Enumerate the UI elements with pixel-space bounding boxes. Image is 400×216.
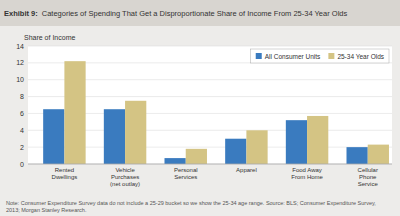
bar [368, 145, 389, 164]
bar [165, 158, 186, 164]
bar [347, 147, 368, 164]
legend-swatch [328, 53, 334, 59]
legend-frame [251, 49, 389, 63]
x-tick-line: Apparel [236, 167, 257, 173]
legend-label: All Consumer Units [265, 53, 321, 60]
background [0, 0, 400, 216]
x-tick-label: RentedDwellings [52, 167, 78, 180]
y-tick-label: 4 [20, 127, 24, 134]
bar [225, 139, 246, 164]
y-tick-label: 2 [20, 144, 24, 151]
bar [43, 109, 64, 164]
x-tick-label: VehiclePurchases(net outlay) [110, 167, 140, 187]
x-tick-label: PersonalServices [174, 167, 198, 180]
bar [125, 101, 146, 164]
annotation-line: Note: Consumer Expenditure Survey data d… [6, 200, 376, 206]
x-tick-line: Vehicle [115, 167, 135, 173]
grid-line [28, 46, 392, 47]
y-tick-label: 14 [16, 43, 24, 50]
legend: All Consumer Units 25-34 Year Olds [251, 49, 389, 63]
legend-swatch [256, 53, 262, 59]
y-tick-label: 8 [20, 93, 24, 100]
subtitle: Categories of Spending That Get a Dispro… [42, 9, 348, 18]
x-tick-line: Services [174, 174, 197, 180]
y-axis-label: Share of Income [24, 34, 75, 41]
chart: Exhibit 9: Categories of Spending That Ge… [0, 0, 400, 216]
bars [43, 61, 389, 164]
x-tick-line: Rented [55, 167, 74, 173]
y-tick-label: 0 [20, 161, 24, 168]
x-tick-line: Dwellings [52, 174, 78, 180]
y-tick-label: 12 [16, 59, 24, 66]
x-tick-label: Apparel [236, 167, 257, 173]
x-tick-line: Cellular [358, 167, 378, 173]
grid-line [28, 164, 392, 165]
x-tick-line: Service [358, 181, 379, 187]
annotation-line: 2013; Morgan Stanley Research. [6, 207, 87, 213]
legend-label: 25-34 Year Olds [337, 53, 384, 60]
x-tick-line: (net outlay) [110, 181, 140, 187]
x-tick-line: Phone [359, 174, 377, 180]
bar [246, 130, 267, 164]
y-tick-label: 6 [20, 110, 24, 117]
bar [286, 120, 307, 164]
bar [104, 109, 125, 164]
x-tick-line: Purchases [111, 174, 139, 180]
annotation: Note: Consumer Expenditure Survey data d… [6, 200, 376, 213]
x-tick-line: Food Away [292, 167, 322, 173]
title: Exhibit 9: [4, 9, 38, 18]
bar [307, 116, 328, 164]
title-bar [0, 0, 400, 26]
x-tick-line: From Home [291, 174, 323, 180]
bar [186, 149, 207, 164]
x-tick-line: Personal [174, 167, 198, 173]
bar [64, 61, 85, 164]
x-axis-line [28, 164, 392, 165]
x-tick-label: CellularPhoneService [358, 167, 379, 187]
plot-area [28, 46, 392, 164]
y-tick-label: 10 [16, 76, 24, 83]
x-tick-label: Food AwayFrom Home [291, 167, 323, 180]
